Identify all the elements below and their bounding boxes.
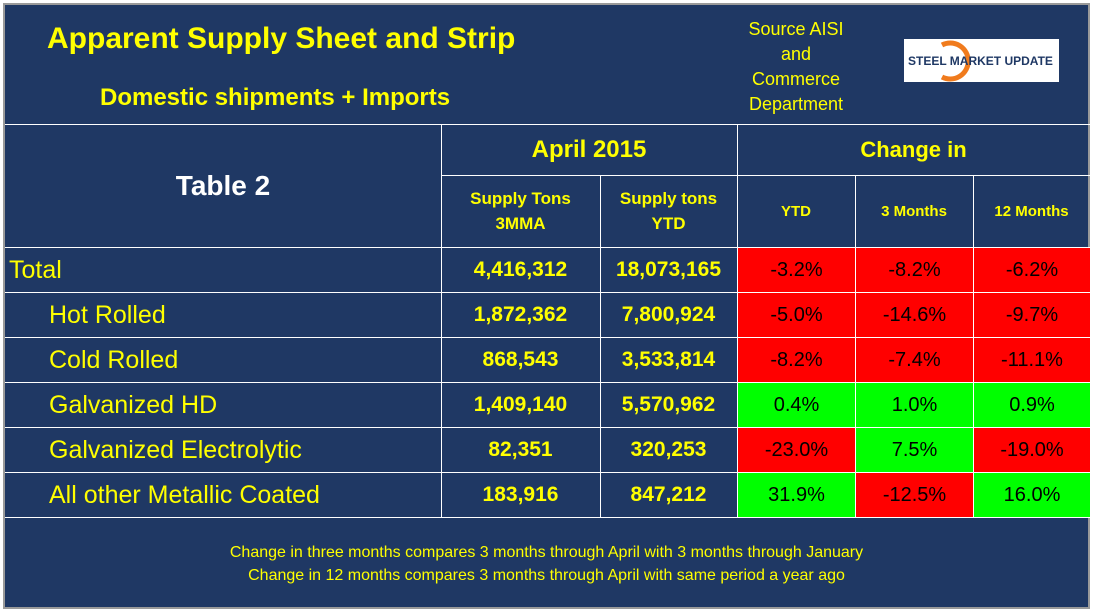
supply-3mma-cell: 868,543 xyxy=(482,348,559,371)
change-12-months-cell: 0.9% xyxy=(974,383,1090,427)
footnote-twelve-months: Change in 12 months compares 3 months th… xyxy=(248,567,845,584)
change-3-months-cell: -14.6% xyxy=(856,293,973,337)
col-header-supply-3mma: Supply Tons 3MMA xyxy=(441,175,600,247)
col-header-12-months: 12 Months xyxy=(994,202,1069,220)
change-ytd-cell: -3.2% xyxy=(738,248,855,292)
page-subtitle: Domestic shipments + Imports xyxy=(100,84,451,111)
change-ytd-cell: -8.2% xyxy=(738,338,855,382)
logo-text: STEEL MARKET UPDATE xyxy=(908,54,1053,68)
source-line: and xyxy=(780,44,812,64)
change-12-months-cell: -6.2% xyxy=(974,248,1090,292)
row-label: All other Metallic Coated xyxy=(49,480,320,509)
change-3-months-cell: 1.0% xyxy=(856,383,973,427)
source-line: Source AISI xyxy=(748,19,844,39)
col-header-supply-ytd: Supply tons YTD xyxy=(600,175,737,247)
supply-3mma-cell: 82,351 xyxy=(488,438,553,461)
change-ytd-cell: 31.9% xyxy=(738,473,855,517)
supply-ytd-cell: 7,800,924 xyxy=(621,303,716,326)
period-header: April 2015 xyxy=(531,136,647,163)
change-3-months-cell: -8.2% xyxy=(856,248,973,292)
col-header-line: 3MMA xyxy=(495,214,546,233)
col-header-ytd: YTD xyxy=(781,202,811,220)
row-label: Galvanized HD xyxy=(49,390,218,419)
change-header: Change in xyxy=(860,137,967,162)
source-note: Source AISI and Commerce Department xyxy=(722,17,870,117)
col-header-line: Supply Tons xyxy=(470,189,571,208)
change-ytd-cell: 0.4% xyxy=(738,383,855,427)
col-header-line: YTD xyxy=(651,214,686,233)
row-label: Total xyxy=(9,255,62,284)
steel-market-update-logo: STEEL MARKET UPDATE xyxy=(904,39,1059,82)
logo-swoosh-icon xyxy=(940,40,971,82)
change-ytd-cell: -5.0% xyxy=(738,293,855,337)
row-label: Galvanized Electrolytic xyxy=(49,435,302,464)
supply-3mma-cell: 4,416,312 xyxy=(473,258,568,281)
supply-ytd-cell: 3,533,814 xyxy=(621,348,716,371)
col-header-3-months: 3 Months xyxy=(881,202,947,220)
supply-ytd-cell: 5,570,962 xyxy=(621,393,716,416)
change-12-months-cell: -11.1% xyxy=(974,338,1090,382)
row-label: Hot Rolled xyxy=(49,300,166,329)
page-title: Apparent Supply Sheet and Strip xyxy=(47,22,516,55)
change-12-months-cell: 16.0% xyxy=(974,473,1090,517)
col-header-line: Supply tons xyxy=(619,189,718,208)
change-3-months-cell: -12.5% xyxy=(856,473,973,517)
change-ytd-cell: -23.0% xyxy=(738,428,855,472)
supply-ytd-cell: 847,212 xyxy=(630,483,707,506)
change-3-months-cell: 7.5% xyxy=(856,428,973,472)
row-label: Cold Rolled xyxy=(49,345,179,374)
supply-3mma-cell: 1,409,140 xyxy=(473,393,568,416)
table-label: Table 2 xyxy=(175,170,271,201)
change-3-months-cell: -7.4% xyxy=(856,338,973,382)
supply-ytd-cell: 18,073,165 xyxy=(615,258,722,281)
source-line: Commerce xyxy=(751,69,840,89)
supply-ytd-cell: 320,253 xyxy=(630,438,707,461)
source-line: Department xyxy=(748,94,844,114)
supply-3mma-cell: 183,916 xyxy=(482,483,559,506)
change-12-months-cell: -19.0% xyxy=(974,428,1090,472)
supply-3mma-cell: 1,872,362 xyxy=(473,303,568,326)
footnote-three-months: Change in three months compares 3 months… xyxy=(229,544,864,561)
change-12-months-cell: -9.7% xyxy=(974,293,1090,337)
